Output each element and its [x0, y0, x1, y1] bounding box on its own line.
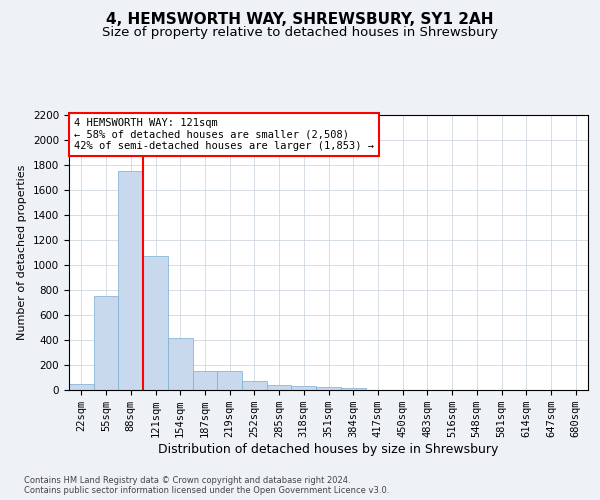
Bar — [341, 388, 365, 390]
Text: Size of property relative to detached houses in Shrewsbury: Size of property relative to detached ho… — [102, 26, 498, 39]
Text: 4 HEMSWORTH WAY: 121sqm
← 58% of detached houses are smaller (2,508)
42% of semi: 4 HEMSWORTH WAY: 121sqm ← 58% of detache… — [74, 118, 374, 151]
Y-axis label: Number of detached properties: Number of detached properties — [17, 165, 28, 340]
Bar — [292, 386, 316, 390]
Text: 4, HEMSWORTH WAY, SHREWSBURY, SY1 2AH: 4, HEMSWORTH WAY, SHREWSBURY, SY1 2AH — [106, 12, 494, 28]
X-axis label: Distribution of detached houses by size in Shrewsbury: Distribution of detached houses by size … — [158, 443, 499, 456]
Text: Contains HM Land Registry data © Crown copyright and database right 2024.
Contai: Contains HM Land Registry data © Crown c… — [24, 476, 389, 495]
Bar — [267, 385, 292, 390]
Bar — [69, 384, 94, 390]
Bar — [193, 370, 217, 390]
Bar — [118, 171, 143, 390]
Bar — [316, 387, 341, 390]
Bar — [94, 296, 118, 390]
Bar — [242, 380, 267, 390]
Bar — [168, 338, 193, 390]
Bar — [143, 256, 168, 390]
Bar — [217, 370, 242, 390]
